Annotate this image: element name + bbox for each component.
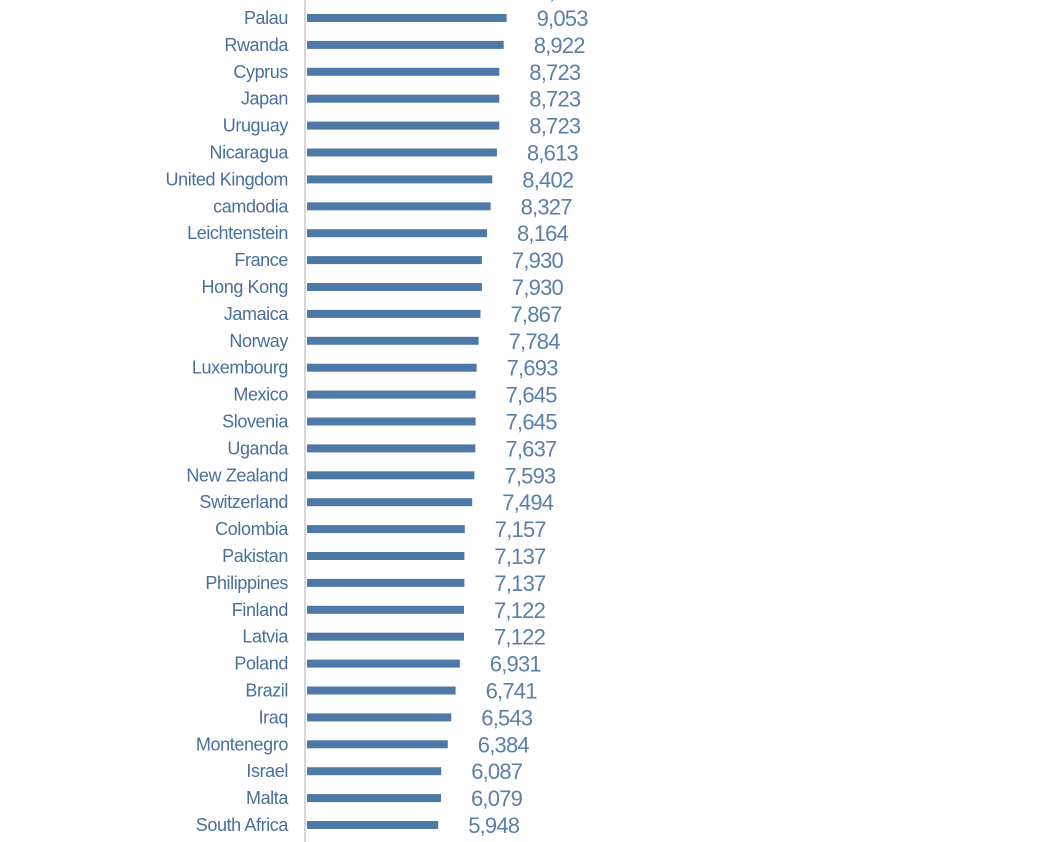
category-label: Switzerland bbox=[199, 492, 288, 512]
category-label: Nicaragua bbox=[210, 143, 290, 163]
value-label: 7,593 bbox=[504, 463, 556, 488]
bar-france bbox=[307, 256, 482, 265]
value-label: 7,867 bbox=[511, 302, 563, 327]
value-label: 6,741 bbox=[486, 679, 538, 704]
value-label: 7,784 bbox=[509, 329, 561, 354]
bar-hong-kong bbox=[307, 283, 482, 291]
value-label-partial: 9,125 bbox=[538, 0, 590, 4]
category-label: Brazil bbox=[245, 681, 288, 701]
category-label: France bbox=[234, 250, 288, 270]
value-label: 7,494 bbox=[502, 490, 554, 515]
category-label: Latvia bbox=[242, 627, 289, 647]
value-label: 8,723 bbox=[529, 87, 581, 112]
bar-uganda bbox=[307, 444, 476, 453]
category-label: New Zealand bbox=[186, 465, 288, 485]
category-label: Pakistan bbox=[222, 546, 288, 566]
bar-slovenia bbox=[307, 417, 476, 426]
category-label: Jamaica bbox=[224, 304, 290, 324]
category-label: Slovenia bbox=[222, 412, 289, 432]
value-label: 8,723 bbox=[529, 60, 581, 85]
value-label: 8,402 bbox=[522, 167, 574, 192]
value-label: 8,613 bbox=[527, 141, 579, 166]
value-label: 7,637 bbox=[505, 436, 557, 461]
category-label: Hong Kong bbox=[202, 277, 288, 297]
category-label: Uruguay bbox=[223, 116, 289, 136]
value-label: 8,164 bbox=[517, 221, 569, 246]
bar-pakistan bbox=[307, 552, 465, 560]
bar-iraq bbox=[307, 713, 452, 722]
category-label: Finland bbox=[232, 600, 288, 620]
category-labels-group: Palau Rwanda Cyprus Japan Uruguay Nicaragua Un… bbox=[166, 8, 290, 835]
category-label: Poland bbox=[234, 654, 288, 674]
value-label: 6,079 bbox=[471, 786, 523, 811]
category-label: Uganda bbox=[227, 438, 289, 458]
bar-luxembourg bbox=[307, 363, 477, 372]
bar-brazil bbox=[307, 686, 456, 695]
category-label: South Africa bbox=[196, 815, 290, 835]
category-label: Iraq bbox=[259, 707, 288, 727]
value-label: 8,327 bbox=[521, 194, 573, 219]
bar-israel bbox=[307, 767, 442, 776]
value-label: 8,922 bbox=[534, 33, 586, 58]
value-label: 7,122 bbox=[494, 598, 546, 623]
category-label: Japan bbox=[241, 89, 288, 109]
value-label: 7,693 bbox=[507, 356, 559, 381]
bar-philippines bbox=[307, 578, 465, 587]
value-label: 9,053 bbox=[537, 6, 589, 31]
value-label: 7,645 bbox=[506, 383, 558, 408]
bar-rwanda bbox=[307, 40, 504, 49]
value-label: 7,122 bbox=[494, 625, 546, 650]
bar-new-zealand bbox=[307, 471, 475, 480]
value-label: 7,137 bbox=[494, 544, 546, 569]
bar-poland bbox=[307, 659, 460, 668]
bar-leichtenstein bbox=[307, 229, 487, 238]
bar-camdodia bbox=[307, 202, 491, 211]
value-label: 7,930 bbox=[512, 248, 564, 273]
bar-uruguay bbox=[307, 121, 500, 130]
value-label: 6,087 bbox=[471, 759, 523, 784]
category-label: Philippines bbox=[205, 573, 288, 593]
bar-colombia bbox=[307, 525, 465, 534]
category-label: Israel bbox=[246, 761, 288, 781]
value-label: 5,948 bbox=[468, 813, 520, 838]
bar-cyprus bbox=[307, 67, 500, 76]
bar-norway bbox=[307, 336, 479, 345]
category-label: Luxembourg bbox=[192, 358, 288, 378]
bar-united-kingdom bbox=[307, 175, 493, 184]
category-label: Montenegro bbox=[196, 734, 288, 754]
bar-malta bbox=[307, 794, 441, 803]
value-label: 6,543 bbox=[481, 705, 533, 730]
bar-latvia bbox=[307, 632, 464, 641]
bar-montenegro bbox=[307, 740, 448, 749]
value-labels-group: 9,1259,0538,9228,7238,7238,7238,6138,402… bbox=[468, 0, 590, 838]
category-label: United Kingdom bbox=[166, 169, 288, 189]
value-label: 6,384 bbox=[478, 732, 530, 757]
category-label: Cyprus bbox=[233, 62, 288, 82]
value-label: 7,137 bbox=[494, 571, 546, 596]
value-label: 7,930 bbox=[512, 275, 564, 300]
bar-jamaica bbox=[307, 309, 481, 318]
category-label: Leichtenstein bbox=[187, 223, 288, 243]
bar-palau bbox=[307, 14, 507, 22]
category-label: Colombia bbox=[215, 519, 289, 539]
bar-mexico bbox=[307, 390, 476, 399]
category-label: Malta bbox=[246, 788, 289, 808]
value-label: 8,723 bbox=[529, 114, 581, 139]
category-label: Norway bbox=[229, 331, 288, 351]
bar-nicaragua bbox=[307, 148, 497, 157]
bar-japan bbox=[307, 94, 500, 103]
bar-south-africa bbox=[307, 821, 439, 829]
value-label: 7,645 bbox=[506, 410, 558, 435]
category-label: Mexico bbox=[233, 385, 288, 405]
bar-switzerland bbox=[307, 498, 473, 507]
value-label: 7,157 bbox=[495, 517, 547, 542]
category-label: Rwanda bbox=[224, 35, 289, 55]
category-label: Palau bbox=[244, 8, 288, 28]
bar-finland bbox=[307, 605, 464, 614]
bars-group bbox=[307, 14, 507, 829]
category-label: camdodia bbox=[213, 196, 289, 216]
value-label: 6,931 bbox=[490, 652, 542, 677]
